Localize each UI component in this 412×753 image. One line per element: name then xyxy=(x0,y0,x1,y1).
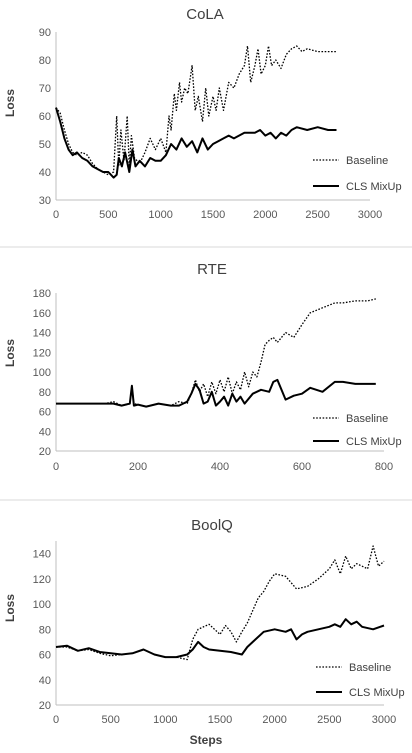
rte-series-cls-mixup xyxy=(56,378,376,408)
cola-y-tick-label: 40 xyxy=(39,167,51,179)
rte-x-tick-label: 0 xyxy=(53,461,59,473)
cola-x-tick-label: 2000 xyxy=(253,209,277,221)
cola-y-axis-label: Loss xyxy=(3,89,17,117)
boolq-legend-label: CLS MixUp xyxy=(349,687,405,699)
cola-legend-label: CLS MixUp xyxy=(346,181,402,193)
rte-y-tick-label: 140 xyxy=(33,328,51,340)
boolq-x-tick-label: 1500 xyxy=(208,714,232,726)
rte-chart: RTE Loss 20 40 60 80 100 120 140 160 180 0 200 400 600… xyxy=(3,261,402,473)
cola-y-tick-label: 60 xyxy=(39,111,51,123)
rte-y-tick-label: 60 xyxy=(39,407,51,419)
rte-legend-label: CLS MixUp xyxy=(346,436,402,448)
cola-chart-title: CoLA xyxy=(186,6,224,23)
cola-y-tick-label: 70 xyxy=(39,83,51,95)
cola-legend-label: Baseline xyxy=(346,155,388,167)
rte-y-tick-label: 20 xyxy=(39,446,51,458)
cola-x-tick-label: 1500 xyxy=(201,209,225,221)
rte-x-tick-label: 800 xyxy=(375,461,393,473)
cola-x-tick-label: 2500 xyxy=(305,209,329,221)
cola-chart: CoLA Loss 30 40 50 60 70 80 90 0 500 1000 1500 2000 25… xyxy=(3,6,402,221)
rte-y-tick-label: 160 xyxy=(33,308,51,320)
boolq-chart-title: BoolQ xyxy=(191,517,233,534)
cola-x-tick-label: 0 xyxy=(53,209,59,221)
boolq-x-axis-label: Steps xyxy=(190,733,223,747)
boolq-x-tick-label: 3000 xyxy=(372,714,396,726)
cola-y-tick-label: 90 xyxy=(39,27,51,39)
boolq-chart: BoolQ Loss 20 40 60 80 100 120 140 0 500 1000 1500 20… xyxy=(3,517,405,747)
rte-chart-title: RTE xyxy=(197,261,227,278)
cola-series-cls-mixup xyxy=(55,107,337,179)
boolq-y-tick-label: 120 xyxy=(33,574,51,586)
rte-series-baseline xyxy=(56,298,376,408)
rte-y-tick-label: 40 xyxy=(39,426,51,438)
cola-y-tick-label: 30 xyxy=(39,195,51,207)
boolq-x-tick-label: 0 xyxy=(53,714,59,726)
rte-x-tick-label: 600 xyxy=(293,461,311,473)
rte-legend-label: Baseline xyxy=(346,413,388,425)
boolq-y-tick-label: 80 xyxy=(39,624,51,636)
cola-x-tick-label: 1000 xyxy=(148,209,172,221)
boolq-y-tick-label: 40 xyxy=(39,675,51,687)
cola-y-tick-label: 80 xyxy=(39,55,51,67)
boolq-series-cls-mixup xyxy=(55,618,385,659)
boolq-y-axis-label: Loss xyxy=(3,594,17,622)
cola-series-baseline xyxy=(55,45,337,176)
boolq-y-tick-label: 140 xyxy=(33,549,51,561)
cola-y-tick-label: 50 xyxy=(39,139,51,151)
boolq-x-tick-label: 2500 xyxy=(317,714,341,726)
boolq-y-tick-label: 100 xyxy=(33,599,51,611)
rte-y-tick-label: 180 xyxy=(33,288,51,300)
cola-x-tick-label: 3000 xyxy=(358,209,382,221)
rte-x-tick-label: 400 xyxy=(211,461,229,473)
boolq-x-tick-label: 500 xyxy=(101,714,119,726)
boolq-legend-label: Baseline xyxy=(349,662,391,674)
boolq-x-tick-label: 2000 xyxy=(262,714,286,726)
rte-y-axis-label: Loss xyxy=(3,339,17,367)
rte-y-tick-label: 80 xyxy=(39,387,51,399)
boolq-x-tick-label: 1000 xyxy=(153,714,177,726)
rte-y-tick-label: 120 xyxy=(33,347,51,359)
rte-x-tick-label: 200 xyxy=(129,461,147,473)
boolq-series-baseline xyxy=(56,545,385,661)
rte-y-tick-label: 100 xyxy=(33,367,51,379)
boolq-y-tick-label: 20 xyxy=(39,700,51,712)
cola-x-tick-label: 500 xyxy=(99,209,117,221)
boolq-y-tick-label: 60 xyxy=(39,650,51,662)
